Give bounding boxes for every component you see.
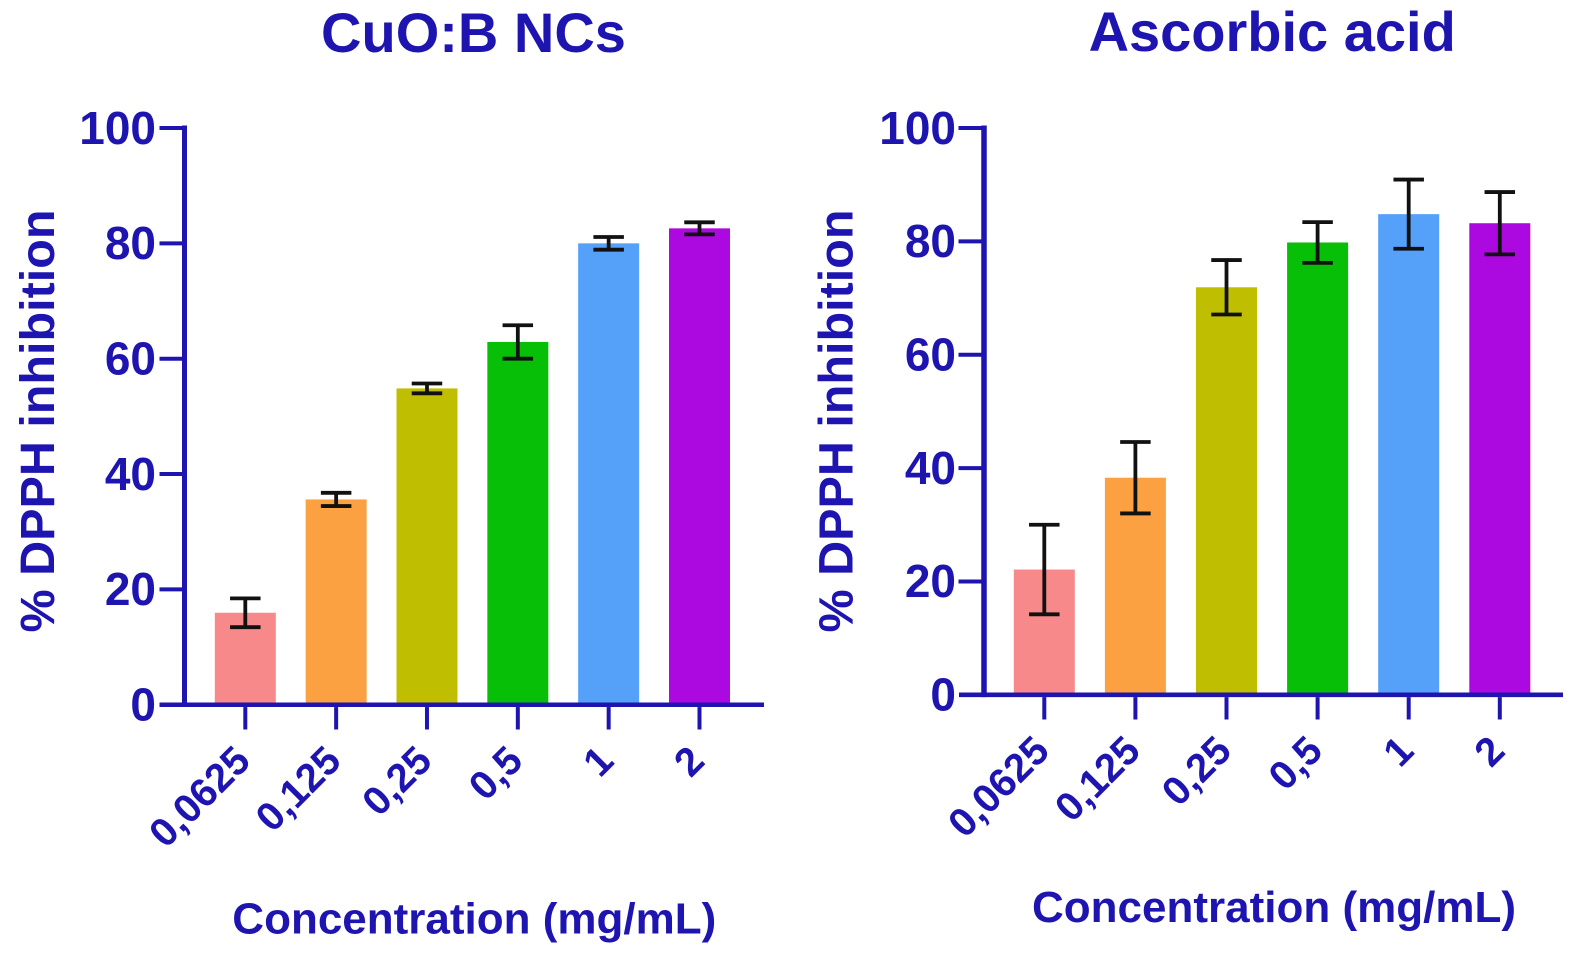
svg-text:40: 40 [105,448,156,500]
svg-text:Ascorbic acid: Ascorbic acid [1089,0,1456,63]
svg-text:Concentration (mg/mL): Concentration (mg/mL) [232,895,716,944]
svg-text:0: 0 [930,669,956,721]
svg-text:40: 40 [905,442,956,494]
svg-text:% DPPH inhibition: % DPPH inhibition [11,209,65,632]
svg-text:60: 60 [905,329,956,381]
svg-text:80: 80 [905,215,956,267]
svg-text:% DPPH inhibition: % DPPH inhibition [810,209,864,632]
svg-text:20: 20 [105,563,156,615]
svg-text:0: 0 [130,679,156,731]
svg-text:80: 80 [105,217,156,269]
svg-text:Concentration (mg/mL): Concentration (mg/mL) [1032,883,1516,932]
svg-text:60: 60 [105,333,156,385]
svg-text:100: 100 [79,102,156,154]
svg-text:100: 100 [879,102,956,154]
svg-text:CuO:B NCs: CuO:B NCs [321,1,626,64]
svg-text:20: 20 [905,555,956,607]
